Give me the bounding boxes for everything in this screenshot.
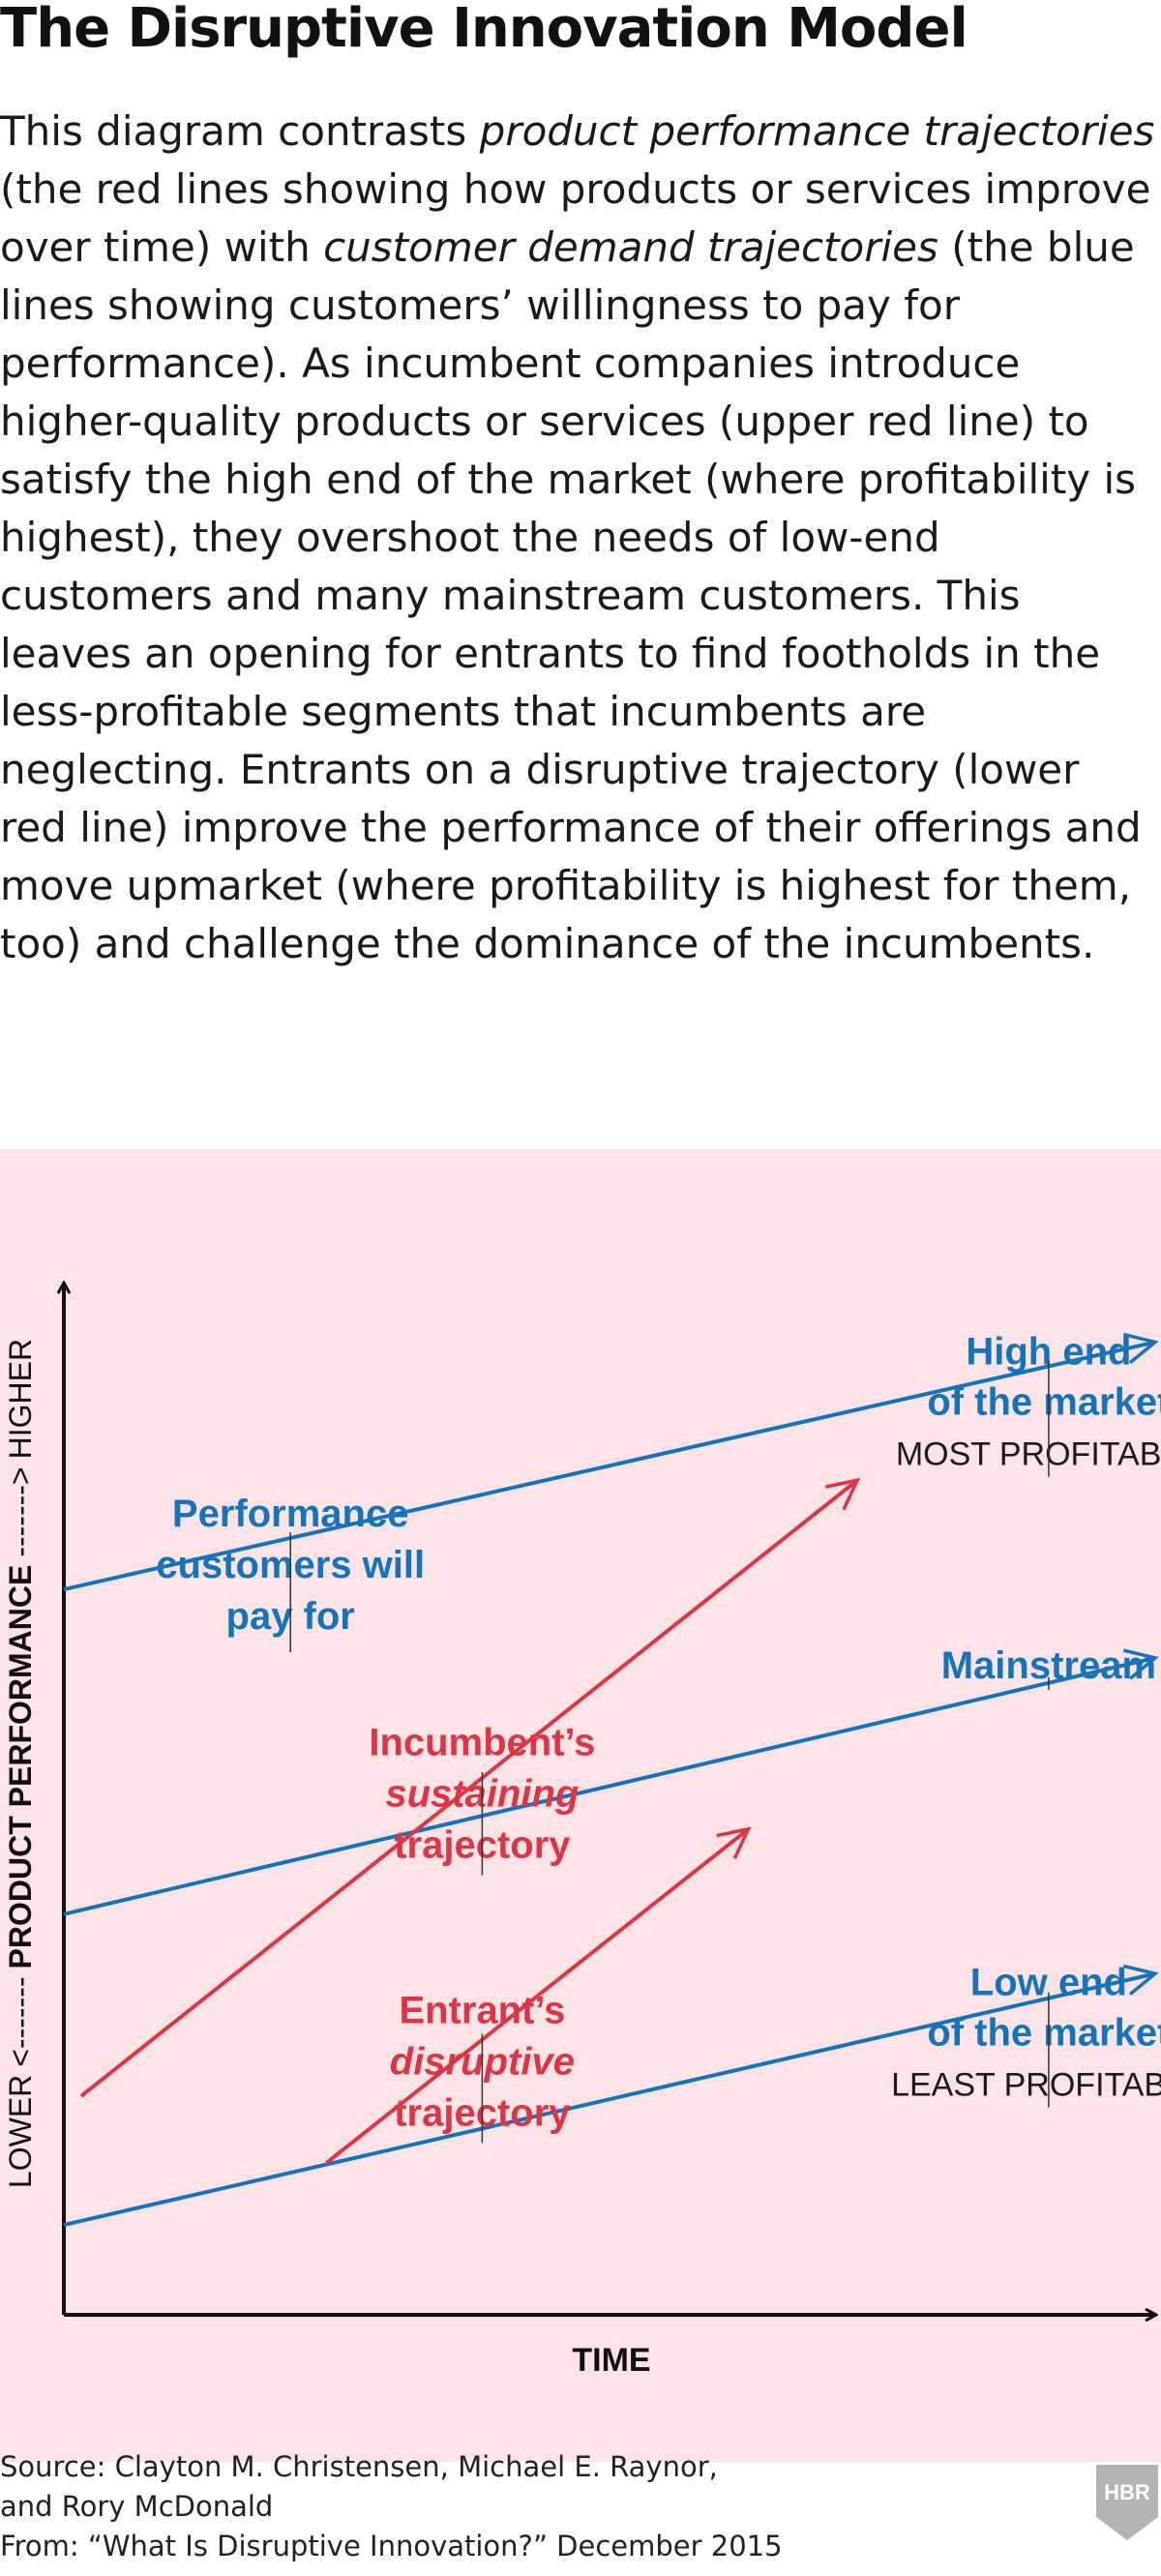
y-axis-arrow-high: ------->	[3, 1466, 38, 1556]
intro-paragraph: This diagram contrasts product performan…	[0, 103, 1156, 973]
sublabel-high_end: MOST PROFITABLE	[896, 1436, 1161, 1473]
annotation-customers-line-1: Performance	[172, 1493, 409, 1535]
series-line-incumbent	[79, 1477, 861, 2098]
label-high_end-line-2: of the market	[927, 1381, 1161, 1424]
y-axis-label-middle: PRODUCT PERFORMANCE	[3, 1565, 38, 1969]
label-low_end-line-2: of the market	[927, 2011, 1161, 2054]
intro-emphasis-customer-demand: customer demand trajectories	[323, 223, 938, 271]
source-line-3: From: “What Is Disruptive Innovation?” D…	[0, 2530, 783, 2562]
label-entrant-line-1: Entrant’s	[399, 1989, 565, 2031]
intro-text-3: (the blue lines showing customers’ willi…	[0, 223, 1142, 967]
y-axis-label: LOWER <------- PRODUCT PERFORMANCE ------->…	[3, 1339, 38, 2188]
source-line-2: and Rory McDonald	[0, 2490, 274, 2523]
series-layer	[63, 1332, 1159, 2227]
hbr-logo-text: HBR	[1104, 2480, 1150, 2504]
y-axis-arrow-low: <-------	[3, 1976, 38, 2066]
source-line-1: Source: Clayton M. Christensen, Michael …	[0, 2450, 718, 2483]
series-line-mainstream	[63, 1648, 1159, 1916]
intro-text-1: This diagram contrasts	[0, 107, 480, 155]
series-line-high_end	[63, 1332, 1159, 1591]
sublabel-low_end: LEAST PROFITABLE	[891, 2066, 1161, 2103]
series-line-entrant	[325, 1826, 752, 2165]
intro-text-2: (the red lines showing how products or s…	[0, 165, 1151, 271]
hbr-logo: HBR	[1096, 2465, 1158, 2540]
intro-emphasis-product-performance: product performance trajectories	[479, 107, 1155, 155]
source-note: Source: Clayton M. Christensen, Michael …	[0, 2447, 871, 2566]
x-axis-label: TIME	[572, 2342, 650, 2379]
y-axis-label-low: LOWER	[3, 2075, 38, 2188]
label-incumbent-line-1: Incumbent’s	[369, 1722, 595, 1764]
series-line-low_end	[63, 1964, 1159, 2227]
page-title: The Disruptive Innovation Model	[0, 0, 968, 60]
y-axis-label-high: HIGHER	[3, 1339, 38, 1459]
